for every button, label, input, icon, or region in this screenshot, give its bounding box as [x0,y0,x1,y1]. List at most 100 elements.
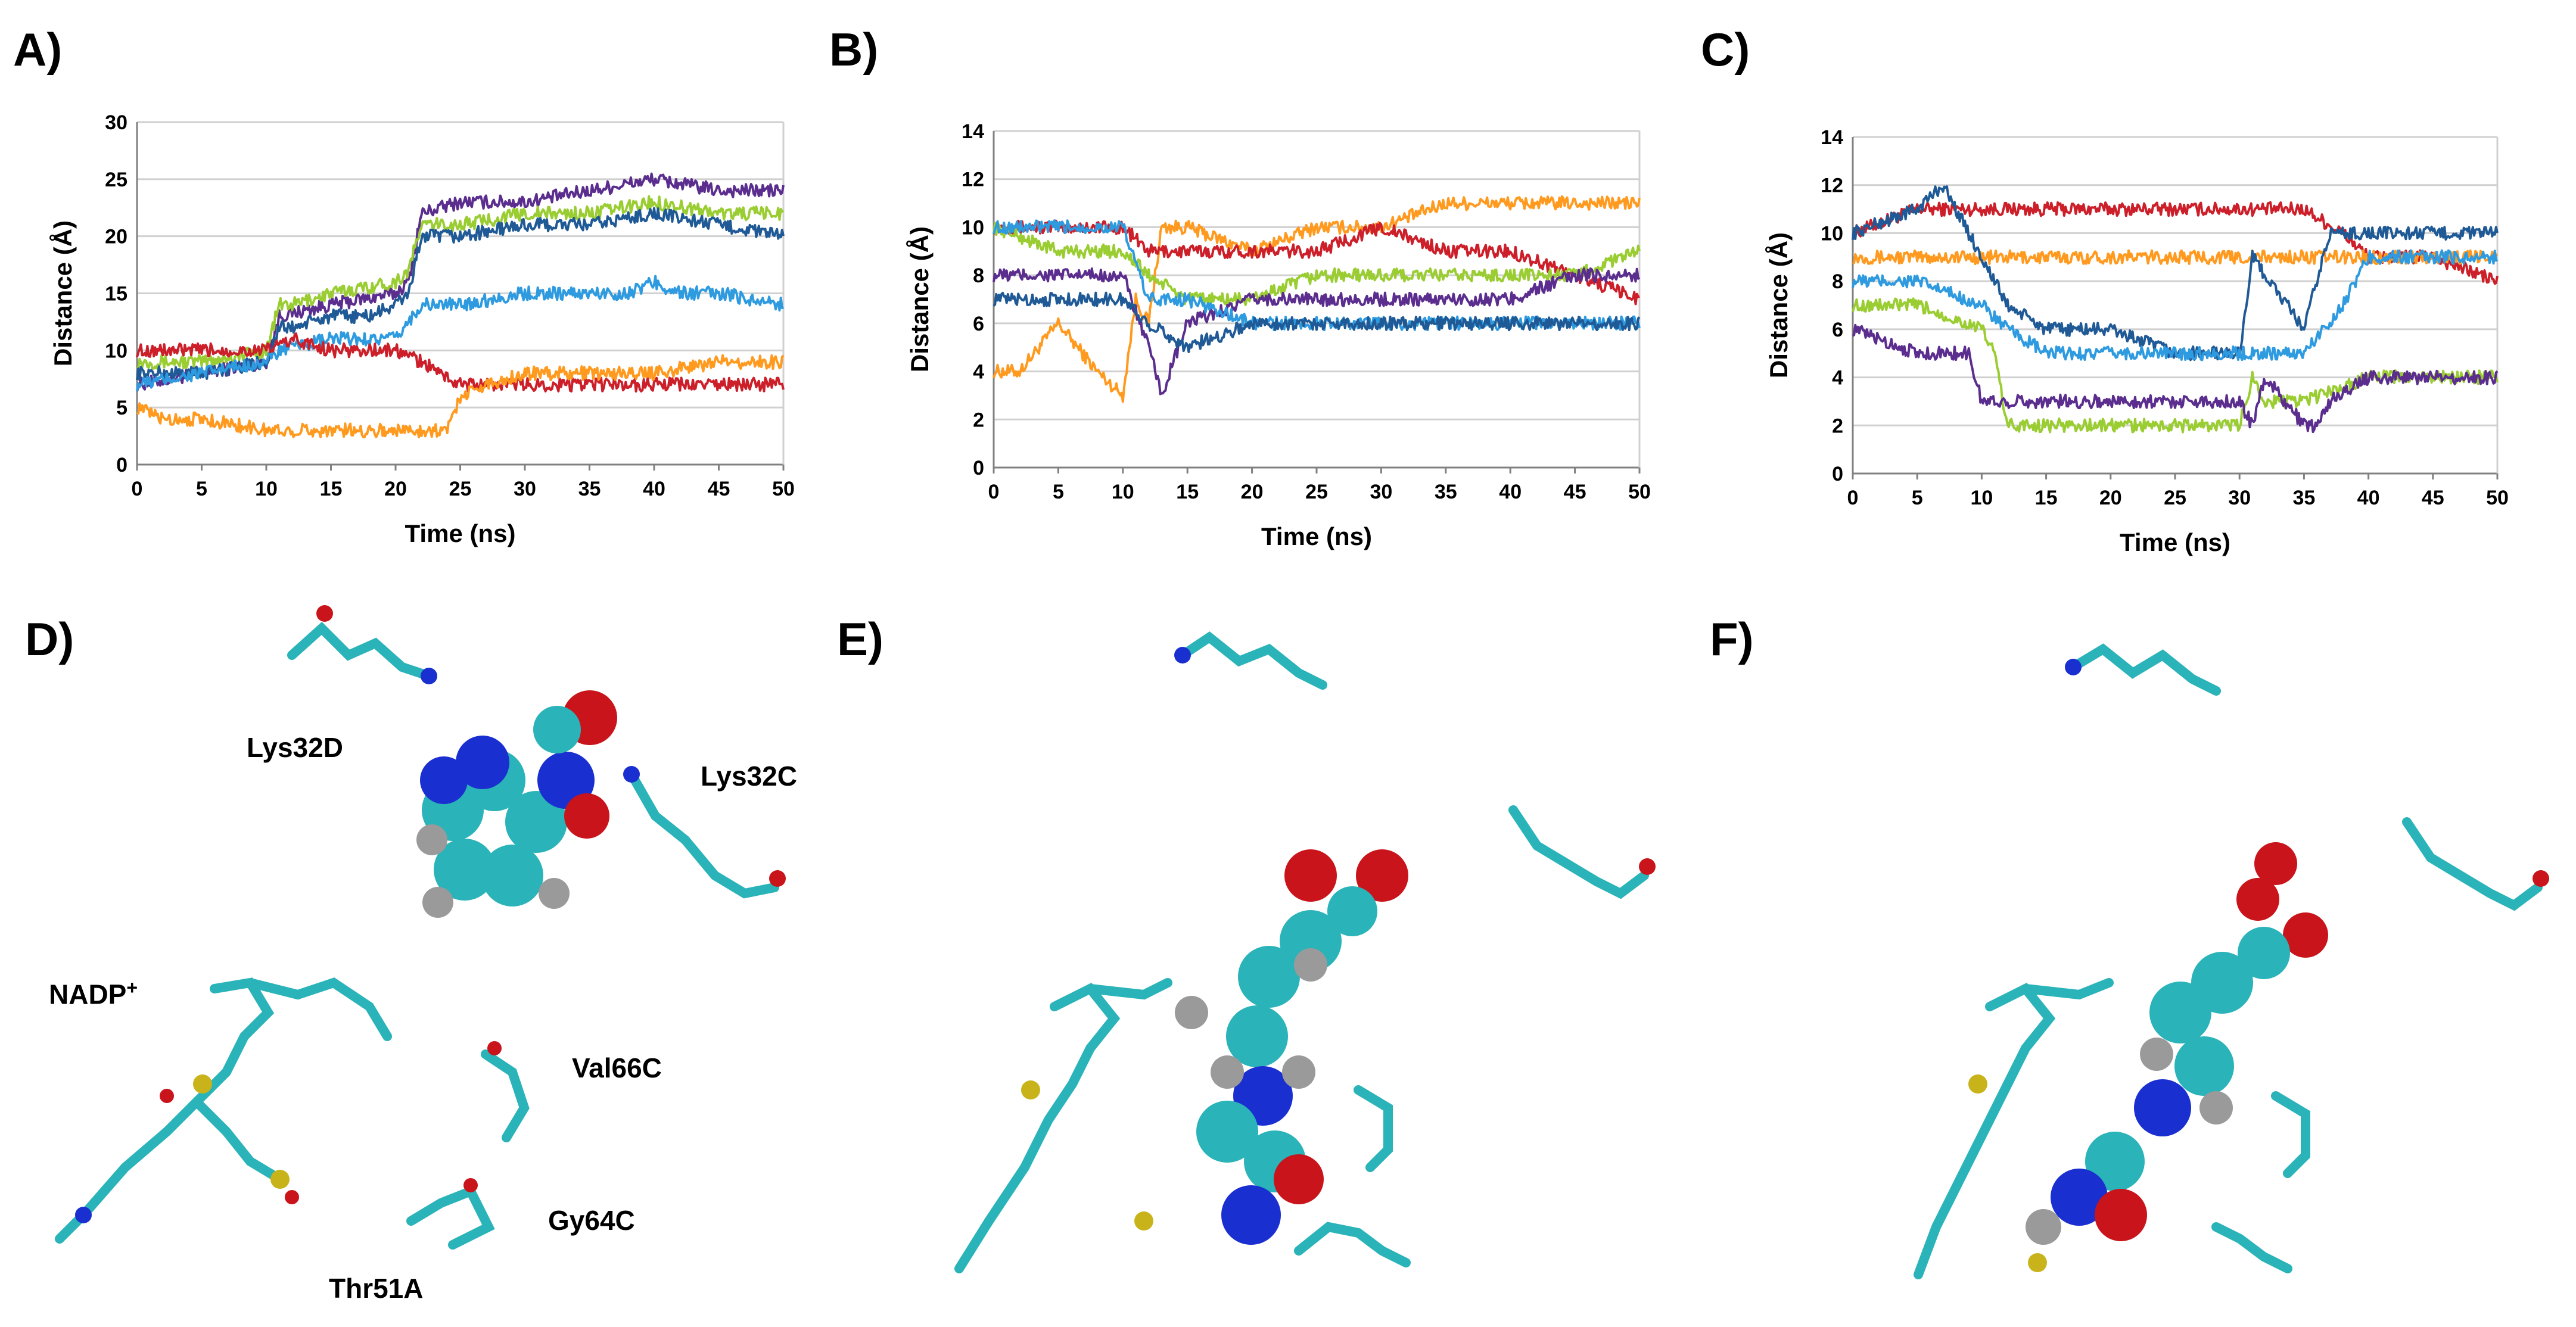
nadp-stick [55,977,275,1244]
series-line-sky [136,275,785,392]
lys32d-oxygen [316,605,333,622]
x-tick-label: 30 [2228,487,2251,509]
series-line-orange [1852,249,2499,266]
lys32d-nitrogen [421,668,437,684]
panel-e-structure [954,631,1656,1273]
label-gy64c: Gy64C [548,1205,635,1236]
y-tick-label: 10 [105,339,127,362]
label-val66c: Val66C [572,1052,662,1083]
x-tick-label: 20 [2099,487,2122,509]
x-axis-label: Time (ns) [1261,522,1372,550]
x-tick-label: 50 [2486,487,2509,509]
x-tick-label: 30 [1370,481,1392,503]
series-line-purple [993,267,1641,395]
y-tick-label: 10 [962,216,984,239]
label-lys32c: Lys32C [701,761,797,792]
y-tick-label: 25 [105,169,127,191]
y-tick-label: 4 [1832,367,1843,390]
series-line-navy [993,291,1641,353]
y-axis-label: Distance (Å) [49,220,77,366]
y-tick-label: 8 [1832,270,1843,293]
panel-label-b: B) [829,23,879,76]
gy64c-stick [406,1185,495,1250]
x-tick-label: 45 [2422,487,2444,509]
x-tick-label: 40 [643,478,665,500]
x-axis-label: Time (ns) [405,519,516,547]
x-tick-label: 10 [255,478,278,500]
x-axis-label: Time (ns) [2120,528,2230,556]
x-tick-label: 50 [1628,481,1651,503]
y-tick-label: 12 [962,169,984,191]
x-tick-label: 25 [2164,487,2186,509]
x-tick-label: 45 [1564,481,1586,503]
y-tick-label: 6 [1832,319,1843,341]
x-tick-label: 0 [988,481,1000,503]
y-tick-label: 15 [105,283,127,306]
panel-label-e: E) [837,613,883,665]
series-line-lime [136,195,785,370]
y-tick-label: 14 [1821,126,1843,149]
panel-f-structure [1914,643,2549,1279]
series-line-lime [993,221,1641,307]
x-tick-label: 15 [2035,487,2058,509]
y-tick-label: 5 [116,397,127,419]
label-thr51a: Thr51A [329,1273,424,1304]
label-nadp-text: NADP [49,979,127,1010]
x-tick-label: 0 [1847,487,1859,509]
y-tick-label: 20 [105,226,127,248]
x-tick-label: 10 [1970,487,1993,509]
y-tick-label: 2 [1832,415,1843,437]
x-tick-label: 5 [1912,487,1923,509]
y-axis-label: Distance (Å) [906,226,934,372]
x-tick-label: 25 [449,478,472,500]
x-tick-label: 10 [1112,481,1134,503]
x-tick-label: 15 [320,478,343,500]
panel-label-d: D) [25,613,74,665]
panel-label-c: C) [1701,23,1750,76]
y-tick-label: 8 [973,264,984,287]
series-line-red [136,332,785,393]
series-line-purple [1852,323,2499,434]
x-tick-label: 40 [1499,481,1522,503]
val66c-stick [481,1049,530,1142]
y-axis-label: Distance (Å) [1765,232,1793,378]
y-tick-label: 2 [973,409,984,431]
x-tick-label: 25 [1305,481,1328,503]
series-line-orange [136,354,785,438]
lys32c-stick [627,770,779,899]
x-tick-label: 35 [1435,481,1457,503]
y-tick-label: 14 [962,120,984,143]
series-line-lime [1852,297,2499,434]
x-tick-label: 50 [772,478,795,500]
y-tick-label: 10 [1821,222,1843,245]
lys32d-stick [287,621,434,681]
panel-label-a: A) [13,23,63,76]
label-lys32d: Lys32D [247,732,343,763]
x-tick-label: 5 [196,478,207,500]
y-tick-label: 0 [116,454,127,476]
panel-label-f: F) [1710,613,1754,665]
x-tick-label: 35 [578,478,601,500]
x-tick-label: 15 [1176,481,1199,503]
x-tick-label: 20 [384,478,407,500]
label-nadp: NADP+ [49,977,138,1010]
x-tick-label: 5 [1053,481,1064,503]
x-tick-label: 20 [1241,481,1264,503]
series-line-orange [993,195,1641,403]
x-tick-label: 45 [708,478,730,500]
x-tick-label: 35 [2292,487,2315,509]
y-tick-label: 12 [1821,175,1843,197]
panel-d-structure [55,605,786,1250]
y-tick-label: 0 [973,457,984,479]
y-tick-label: 6 [973,313,984,335]
label-nadp-charge: + [126,977,138,998]
y-tick-label: 30 [105,111,127,134]
y-tick-label: 0 [1832,463,1843,485]
x-tick-label: 0 [132,478,143,500]
series-line-sky [1852,249,2499,362]
x-tick-label: 40 [2357,487,2380,509]
